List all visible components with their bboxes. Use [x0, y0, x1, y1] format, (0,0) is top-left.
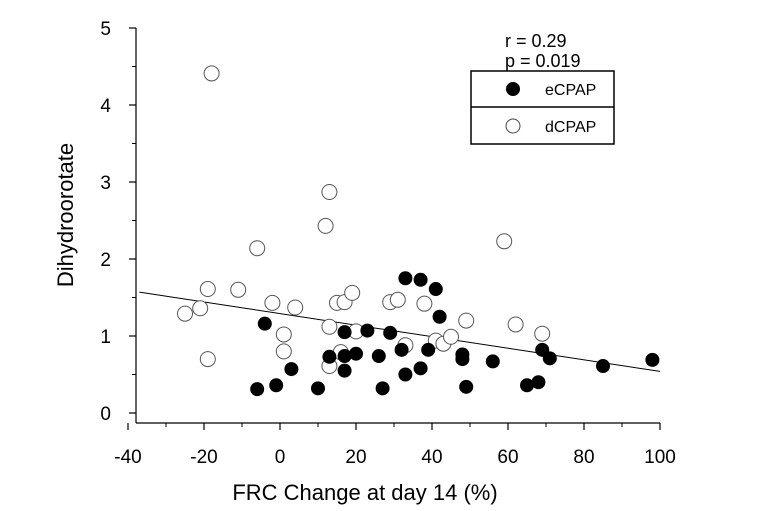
annotation-r: r = 0.29 [505, 31, 567, 51]
ecpap-point [375, 381, 390, 396]
dcpap-point [275, 343, 292, 360]
x-tick-label: 40 [421, 447, 442, 468]
dcpap-point [249, 240, 266, 257]
ecpap-point [337, 349, 352, 364]
y-ticks: 0 1 2 3 4 5 [100, 19, 136, 425]
ecpap-point [596, 359, 610, 374]
dcpap-point [507, 316, 524, 333]
dcpap-point [199, 351, 216, 368]
axes [135, 28, 660, 424]
ecpap-point [413, 361, 428, 376]
legend-marker-dcpap [505, 118, 521, 134]
legend-label-ecpap: eCPAP [545, 82, 596, 99]
y-tick-label: 0 [100, 404, 111, 425]
ecpap-point [428, 282, 443, 297]
x-tick-label: -20 [190, 447, 217, 468]
x-axis-title: FRC Change at day 14 (%) [232, 480, 497, 505]
dcpap-point [275, 326, 292, 343]
ecpap-point [311, 381, 325, 396]
ecpap-point [542, 351, 557, 366]
dcpap-point [534, 325, 551, 342]
dcpap-point [287, 299, 304, 316]
ecpap-point [284, 362, 299, 377]
dcpap-point [344, 284, 361, 301]
dcpap-point [416, 295, 433, 312]
ecpap-point [459, 379, 474, 394]
dcpap-point [177, 305, 193, 322]
x-tick-label: 100 [644, 447, 676, 468]
ecpap-point [383, 325, 398, 340]
legend: eCPAP dCPAP [470, 70, 615, 145]
dcpap-point [199, 281, 216, 298]
dcpap-point [203, 65, 220, 82]
ecpap-point [485, 354, 500, 369]
dcpap-point [321, 184, 338, 201]
y-tick-label: 3 [100, 173, 111, 194]
ecpap-point [413, 272, 428, 287]
dcpap-point [321, 318, 338, 335]
ecpap-point [421, 342, 436, 357]
x-ticks: -40 -20 0 20 40 60 80 100 [114, 423, 676, 468]
x-tick-label: 20 [345, 447, 366, 468]
ecpap-point [337, 363, 352, 378]
ecpap-point [269, 378, 284, 393]
dcpap-point [458, 312, 475, 329]
dcpap-point [192, 300, 209, 317]
ecpap-point [398, 367, 413, 382]
ecpap-point [360, 323, 375, 338]
regression-line [139, 291, 661, 372]
ecpap-point [337, 325, 352, 340]
y-tick-label: 1 [100, 327, 111, 348]
dcpap-point [496, 233, 513, 250]
ecpap-point [645, 352, 660, 367]
data-points [177, 65, 660, 397]
dcpap-point [443, 328, 459, 345]
ecpap-point [349, 346, 363, 361]
y-tick-label: 2 [100, 250, 111, 271]
dcpap-point [230, 281, 247, 298]
ecpap-point [371, 349, 386, 364]
ecpap-point [455, 347, 470, 362]
dcpap-point [264, 294, 281, 311]
x-tick-label: 80 [573, 447, 594, 468]
x-tick-label: -40 [114, 447, 141, 468]
dcpap-point [317, 217, 334, 234]
ecpap-point [520, 378, 534, 393]
legend-label-dcpap: dCPAP [545, 119, 596, 136]
legend-marker-ecpap [506, 82, 520, 96]
y-tick-label: 4 [100, 96, 111, 117]
ecpap-point [432, 309, 447, 324]
ecpap-point [394, 342, 409, 357]
y-tick-label: 5 [100, 19, 111, 40]
ecpap-point [322, 349, 337, 364]
ecpap-point [398, 271, 413, 286]
y-axis-title: Dihydroorotate [53, 143, 78, 287]
x-tick-label: 60 [497, 447, 518, 468]
ecpap-point [257, 316, 272, 331]
x-tick-label: 0 [275, 447, 286, 468]
ecpap-point [250, 382, 265, 397]
ecpap-point [531, 375, 546, 390]
dcpap-point [389, 291, 406, 308]
annotation-p: p = 0.019 [505, 51, 581, 71]
